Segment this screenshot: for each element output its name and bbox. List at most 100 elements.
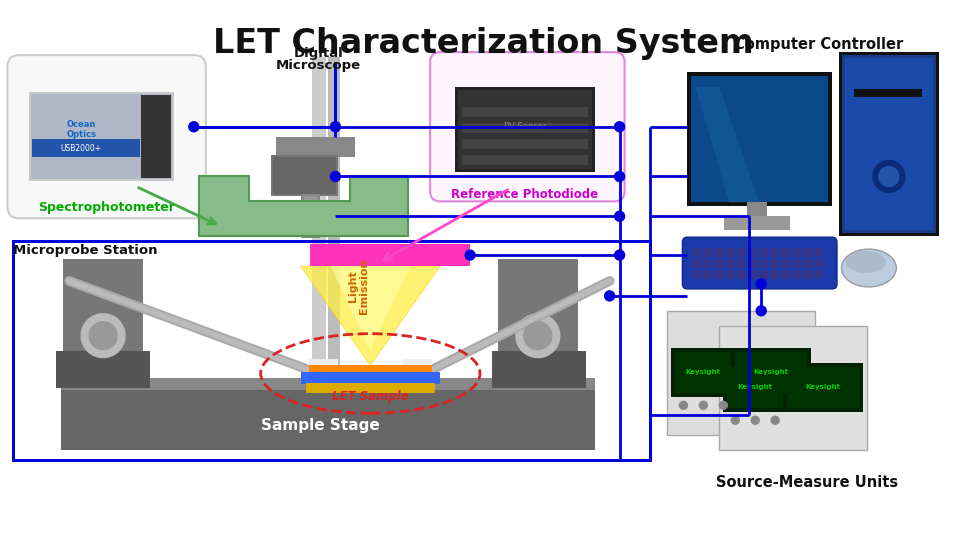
Bar bbox=[458, 90, 592, 169]
Bar bbox=[770, 259, 780, 268]
Text: Keysight: Keysight bbox=[806, 384, 840, 390]
FancyBboxPatch shape bbox=[8, 55, 206, 218]
Bar bbox=[61, 378, 595, 390]
Bar bbox=[716, 248, 724, 257]
Bar bbox=[704, 248, 713, 257]
Bar bbox=[759, 270, 768, 279]
Bar bbox=[14, 241, 649, 460]
Circle shape bbox=[679, 401, 688, 410]
FancyBboxPatch shape bbox=[430, 52, 625, 201]
Circle shape bbox=[614, 250, 625, 260]
Bar bbox=[770, 270, 780, 279]
Bar bbox=[462, 107, 587, 117]
Bar bbox=[455, 87, 595, 171]
Text: Microscope: Microscope bbox=[276, 59, 361, 72]
Text: Light
Emission: Light Emission bbox=[348, 258, 369, 313]
Polygon shape bbox=[199, 176, 409, 236]
FancyBboxPatch shape bbox=[682, 237, 837, 289]
Text: Microprobe Station: Microprobe Station bbox=[14, 244, 157, 257]
Text: LET Sample: LET Sample bbox=[332, 390, 409, 403]
Bar bbox=[492, 351, 585, 388]
Text: Ocean: Ocean bbox=[67, 120, 96, 129]
Bar bbox=[310, 244, 470, 266]
Circle shape bbox=[89, 322, 117, 349]
Bar bbox=[842, 55, 936, 233]
Circle shape bbox=[699, 401, 707, 410]
Bar bbox=[748, 203, 767, 218]
Bar bbox=[726, 259, 735, 268]
Circle shape bbox=[756, 306, 766, 316]
Circle shape bbox=[605, 291, 614, 301]
Bar bbox=[462, 123, 587, 133]
Text: LET Characterization System: LET Characterization System bbox=[213, 27, 753, 60]
Bar bbox=[303, 197, 318, 236]
Bar bbox=[792, 270, 801, 279]
Circle shape bbox=[614, 171, 625, 181]
Bar bbox=[724, 363, 863, 412]
Circle shape bbox=[465, 250, 475, 260]
Bar bbox=[737, 259, 747, 268]
Ellipse shape bbox=[846, 251, 886, 273]
Bar bbox=[845, 58, 933, 230]
Bar bbox=[300, 372, 440, 384]
Bar bbox=[803, 248, 812, 257]
Bar bbox=[781, 259, 790, 268]
Bar bbox=[749, 248, 757, 257]
Bar bbox=[792, 259, 801, 268]
Bar bbox=[692, 76, 828, 203]
Bar bbox=[694, 259, 702, 268]
Bar bbox=[737, 248, 747, 257]
Circle shape bbox=[614, 122, 625, 132]
Circle shape bbox=[516, 314, 559, 358]
Bar bbox=[61, 388, 595, 450]
Bar bbox=[814, 270, 823, 279]
Bar bbox=[141, 95, 171, 179]
Bar bbox=[803, 270, 812, 279]
Bar bbox=[300, 194, 321, 238]
Circle shape bbox=[524, 322, 552, 349]
Text: Keysight: Keysight bbox=[686, 370, 721, 376]
Bar bbox=[675, 352, 731, 393]
Circle shape bbox=[614, 211, 625, 221]
Bar bbox=[727, 366, 783, 408]
Text: Optics: Optics bbox=[66, 130, 97, 139]
Ellipse shape bbox=[841, 249, 896, 287]
Bar bbox=[32, 139, 140, 157]
Circle shape bbox=[873, 161, 905, 192]
Circle shape bbox=[879, 167, 898, 186]
Bar bbox=[31, 94, 172, 180]
Polygon shape bbox=[300, 266, 440, 365]
Bar bbox=[735, 352, 807, 393]
Bar bbox=[275, 136, 355, 157]
Bar bbox=[308, 359, 338, 366]
Bar bbox=[694, 270, 702, 279]
Text: Keysight: Keysight bbox=[738, 384, 773, 390]
Text: Spectrophotometer: Spectrophotometer bbox=[38, 201, 175, 215]
Bar bbox=[312, 57, 327, 425]
Bar bbox=[56, 351, 150, 388]
Bar bbox=[803, 259, 812, 268]
Bar bbox=[668, 311, 815, 435]
Circle shape bbox=[771, 416, 780, 424]
Bar bbox=[328, 57, 340, 425]
Bar bbox=[671, 348, 811, 397]
Bar bbox=[726, 270, 735, 279]
Bar bbox=[704, 259, 713, 268]
Bar bbox=[462, 155, 587, 164]
Bar bbox=[716, 270, 724, 279]
Bar bbox=[688, 72, 832, 206]
Bar bbox=[854, 89, 922, 97]
Bar bbox=[792, 248, 801, 257]
Circle shape bbox=[720, 401, 727, 410]
Text: Computer Controller: Computer Controller bbox=[734, 37, 903, 52]
Bar bbox=[724, 216, 790, 230]
Polygon shape bbox=[330, 266, 411, 351]
Bar bbox=[716, 259, 724, 268]
Circle shape bbox=[752, 416, 759, 424]
Bar bbox=[781, 248, 790, 257]
Bar bbox=[720, 326, 867, 450]
Circle shape bbox=[731, 416, 739, 424]
Circle shape bbox=[330, 122, 340, 132]
Text: Reference Photodiode: Reference Photodiode bbox=[451, 188, 599, 201]
Bar bbox=[305, 383, 435, 393]
